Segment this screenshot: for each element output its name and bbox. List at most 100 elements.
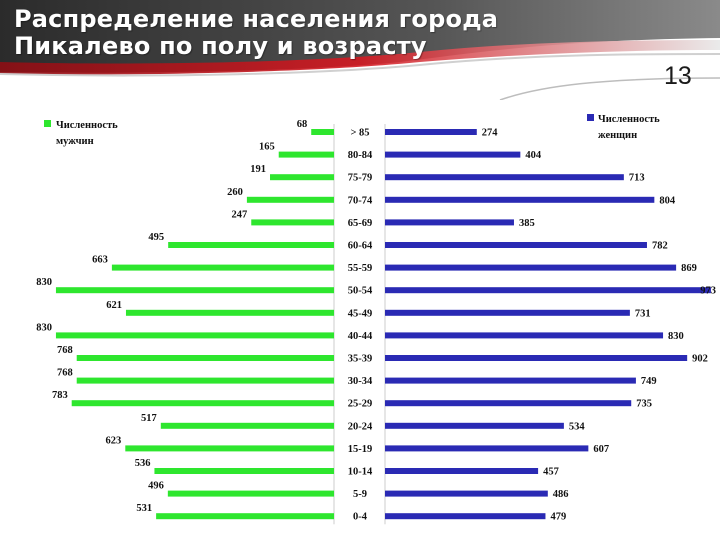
women-bar-80-84 bbox=[385, 151, 521, 158]
women-value-label: 486 bbox=[553, 489, 569, 500]
age-category-label: 75-79 bbox=[348, 173, 373, 184]
women-bar-0-4 bbox=[385, 513, 546, 520]
age-category-label: 0-4 bbox=[353, 512, 368, 523]
men-value-label: 495 bbox=[148, 232, 164, 243]
slide-title: Распределение населения города Пикалево … bbox=[14, 5, 499, 60]
slide-header: Распределение населения города Пикалево … bbox=[0, 0, 720, 100]
women-bar-35-39 bbox=[385, 355, 688, 361]
age-category-label: 35-39 bbox=[348, 354, 373, 365]
men-value-label: 68 bbox=[297, 119, 308, 130]
women-value-label: 385 bbox=[519, 218, 535, 229]
women-value-label: 830 bbox=[668, 331, 684, 342]
men-bar-35-39 bbox=[76, 355, 334, 361]
age-category-label: 40-44 bbox=[348, 331, 373, 342]
women-bar-> 85 bbox=[385, 129, 477, 135]
men-value-label: 517 bbox=[141, 413, 157, 424]
women-value-label: 902 bbox=[692, 354, 708, 365]
women-bar-60-64 bbox=[385, 242, 647, 248]
women-value-label: 479 bbox=[550, 512, 566, 523]
women-value-label: 973 bbox=[700, 286, 716, 297]
women-value-label: 534 bbox=[569, 421, 586, 432]
age-category-label: 25-29 bbox=[348, 399, 373, 410]
age-category-label: 65-69 bbox=[348, 218, 373, 229]
women-legend-label-line2: женщин bbox=[598, 130, 637, 141]
men-bar-> 85 bbox=[311, 129, 334, 135]
men-value-label: 830 bbox=[36, 277, 52, 288]
women-bar-15-19 bbox=[385, 445, 589, 452]
women-value-label: 607 bbox=[593, 444, 609, 455]
men-bar-15-19 bbox=[125, 445, 334, 452]
men-value-label: 260 bbox=[227, 187, 243, 198]
men-bar-0-4 bbox=[156, 513, 334, 520]
age-category-label: 45-49 bbox=[348, 308, 373, 319]
men-value-label: 496 bbox=[148, 481, 164, 492]
women-value-label: 735 bbox=[636, 399, 652, 410]
age-category-label: 30-34 bbox=[348, 376, 373, 387]
men-legend-label: Численность bbox=[56, 120, 118, 131]
women-value-label: 869 bbox=[681, 263, 697, 274]
men-bar-75-79 bbox=[270, 174, 334, 181]
men-value-label: 830 bbox=[36, 322, 52, 333]
men-bar-50-54 bbox=[55, 287, 334, 294]
women-value-label: 457 bbox=[543, 467, 559, 478]
women-bar-40-44 bbox=[385, 332, 664, 339]
women-bar-65-69 bbox=[385, 219, 514, 226]
women-value-label: 713 bbox=[629, 173, 645, 184]
men-legend-label-line2: мужчин bbox=[56, 136, 94, 147]
men-bar-45-49 bbox=[125, 309, 334, 316]
age-category-label: 60-64 bbox=[348, 241, 373, 252]
men-value-label: 768 bbox=[57, 345, 73, 356]
women-bar-10-14 bbox=[385, 468, 539, 474]
women-value-label: 274 bbox=[482, 128, 499, 139]
age-category-label: > 85 bbox=[350, 128, 369, 139]
slide-number: 13 bbox=[664, 62, 692, 90]
age-category-label: 55-59 bbox=[348, 263, 373, 274]
women-bar-45-49 bbox=[385, 309, 630, 316]
men-value-label: 191 bbox=[250, 164, 266, 175]
men-bar-60-64 bbox=[168, 242, 334, 248]
men-value-label: 663 bbox=[92, 255, 108, 266]
age-category-label: 50-54 bbox=[348, 286, 373, 297]
men-bar-40-44 bbox=[55, 332, 334, 339]
men-value-label: 531 bbox=[136, 503, 152, 514]
age-category-label: 15-19 bbox=[348, 444, 373, 455]
age-category-label: 5-9 bbox=[353, 489, 367, 500]
women-bar-50-54 bbox=[385, 287, 711, 294]
age-category-label: 70-74 bbox=[348, 195, 373, 206]
age-category-label: 10-14 bbox=[348, 467, 373, 478]
women-bar-25-29 bbox=[385, 400, 632, 407]
men-bar-65-69 bbox=[251, 219, 334, 226]
women-bar-70-74 bbox=[385, 196, 655, 203]
women-bar-20-24 bbox=[385, 422, 564, 429]
men-value-label: 536 bbox=[135, 458, 151, 469]
women-value-label: 404 bbox=[525, 150, 542, 161]
men-value-label: 165 bbox=[259, 142, 275, 153]
men-value-label: 768 bbox=[57, 368, 73, 379]
women-bar-75-79 bbox=[385, 174, 624, 181]
men-bar-5-9 bbox=[167, 490, 334, 497]
men-value-label: 621 bbox=[106, 300, 122, 311]
women-value-label: 731 bbox=[635, 308, 651, 319]
women-value-label: 749 bbox=[641, 376, 657, 387]
header-background bbox=[0, 0, 720, 100]
men-bar-30-34 bbox=[76, 377, 334, 384]
men-legend-marker bbox=[44, 120, 51, 127]
women-bar-5-9 bbox=[385, 490, 548, 497]
women-legend-label: Численность bbox=[598, 114, 660, 125]
women-bar-55-59 bbox=[385, 264, 677, 271]
men-value-label: 247 bbox=[232, 209, 248, 220]
women-bar-30-34 bbox=[385, 377, 636, 384]
men-bar-55-59 bbox=[111, 264, 335, 271]
men-bar-20-24 bbox=[160, 422, 334, 429]
women-value-label: 804 bbox=[659, 195, 676, 206]
men-bar-70-74 bbox=[246, 196, 334, 203]
men-value-label: 623 bbox=[106, 435, 122, 446]
men-bar-25-29 bbox=[71, 400, 334, 407]
men-bar-10-14 bbox=[154, 468, 334, 474]
age-category-label: 20-24 bbox=[348, 421, 373, 432]
women-legend-marker bbox=[587, 114, 594, 121]
age-category-label: 80-84 bbox=[348, 150, 373, 161]
men-value-label: 783 bbox=[52, 390, 68, 401]
men-bar-80-84 bbox=[278, 151, 334, 158]
